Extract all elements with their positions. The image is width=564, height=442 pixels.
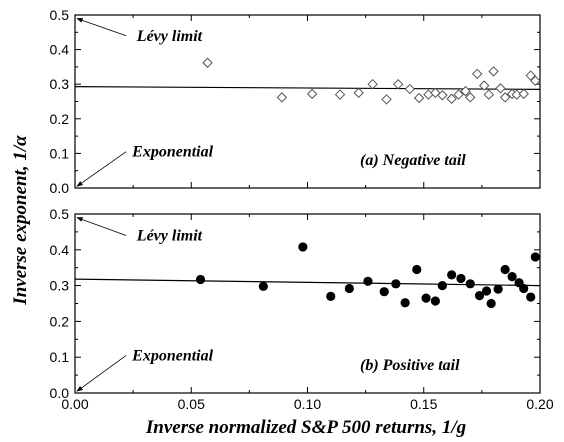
data-point-diamond (306, 88, 318, 100)
data-point-circle (447, 270, 457, 280)
data-point-diamond (495, 83, 506, 94)
data-point-diamond (381, 94, 392, 105)
levy-arrow (76, 217, 127, 236)
exponential-arrow (76, 151, 127, 187)
data-point-circle (526, 292, 536, 302)
data-point-diamond (202, 57, 213, 68)
x-axis-label: Inverse normalized S&P 500 returns, 1/g (145, 417, 466, 438)
exponential-annotation: Exponential (131, 347, 213, 364)
y-tick-label: 0.0 (50, 385, 70, 401)
data-point-diamond (460, 85, 471, 97)
data-point-diamond (518, 88, 529, 100)
data-point-diamond (472, 68, 483, 80)
fit-line (74, 278, 541, 287)
exponential-arrow (76, 355, 127, 392)
y-axis-label: Inverse exponent, 1/α (10, 135, 31, 306)
data-point-diamond (465, 92, 476, 103)
data-point-circle (481, 286, 492, 296)
data-point-circle (412, 264, 422, 275)
x-tick-label: 0.20 (526, 396, 553, 412)
panel-label: (a) Negative tail (360, 152, 466, 169)
data-point-diamond (525, 70, 536, 81)
data-point-diamond (404, 83, 416, 95)
data-point-diamond (453, 89, 464, 100)
x-tick-label: 0.15 (410, 396, 437, 412)
data-point-circle (530, 252, 540, 262)
y-tick-label: 0.2 (50, 111, 70, 127)
y-tick-label: 0.0 (50, 180, 70, 196)
data-point-circle (500, 264, 510, 275)
exponential-annotation: Exponential (131, 144, 213, 161)
data-point-circle (486, 298, 496, 309)
panel-a: 0.0 0.1 0.2 0.3 0.4 0.5 Lévy limit Exponential (… (50, 7, 541, 196)
fit-line (74, 86, 541, 90)
data-point-diamond (483, 89, 495, 100)
panel-label: (b) Positive tail (360, 357, 460, 374)
levy-annotation: Lévy limit (136, 28, 203, 45)
data-point-circle (507, 272, 517, 282)
y-tick-label: 0.1 (50, 145, 70, 161)
y-tick-label: 0.5 (50, 7, 70, 23)
data-point-diamond (488, 66, 499, 77)
data-point-diamond (478, 80, 490, 91)
data-point-diamond (392, 78, 404, 90)
data-point-circle (391, 279, 401, 289)
data-point-diamond (276, 92, 288, 103)
y-tick-label: 0.4 (50, 242, 70, 258)
levy-annotation: Lévy limit (136, 227, 203, 244)
data-point-circle (195, 274, 206, 285)
data-point-circle (326, 291, 336, 301)
data-point-diamond (367, 78, 378, 90)
y-tick-label: 0.2 (50, 313, 70, 329)
data-point-circle (437, 281, 447, 291)
x-tick-label: 0.00 (61, 396, 88, 412)
data-point-circle (421, 293, 431, 303)
panel-b: 0.0 0.1 0.2 0.3 0.4 0.5 0.00 0.05 0.10 0.15 0.20 Lé… (50, 206, 554, 412)
data-point-circle (465, 279, 475, 289)
data-point-circle (474, 291, 485, 301)
y-tick-label: 0.4 (50, 42, 70, 58)
data-point-circle (400, 298, 410, 308)
data-point-diamond (499, 92, 511, 103)
data-point-circle (258, 281, 268, 291)
data-point-circle (379, 287, 389, 297)
data-point-diamond (413, 92, 425, 104)
data-point-diamond (446, 93, 457, 104)
data-point-diamond (423, 89, 434, 100)
x-tick-label: 0.05 (178, 396, 205, 412)
y-tick-label: 0.3 (50, 76, 70, 92)
data-point-circle (456, 273, 466, 284)
y-tick-label: 0.1 (50, 349, 70, 365)
data-point-circle (363, 276, 373, 286)
data-point-diamond (334, 89, 346, 100)
data-point-circle (493, 284, 503, 294)
data-point-circle (430, 296, 440, 306)
x-tick-label: 0.10 (294, 396, 321, 412)
y-tick-label: 0.3 (50, 278, 70, 294)
data-point-circle (344, 283, 354, 294)
data-point-diamond (530, 75, 541, 86)
data-point-circle (519, 283, 529, 294)
levy-arrow (76, 18, 127, 37)
data-point-circle (298, 242, 308, 252)
y-tick-label: 0.5 (50, 206, 70, 222)
data-point-diamond (437, 90, 448, 101)
data-point-diamond (353, 87, 364, 99)
